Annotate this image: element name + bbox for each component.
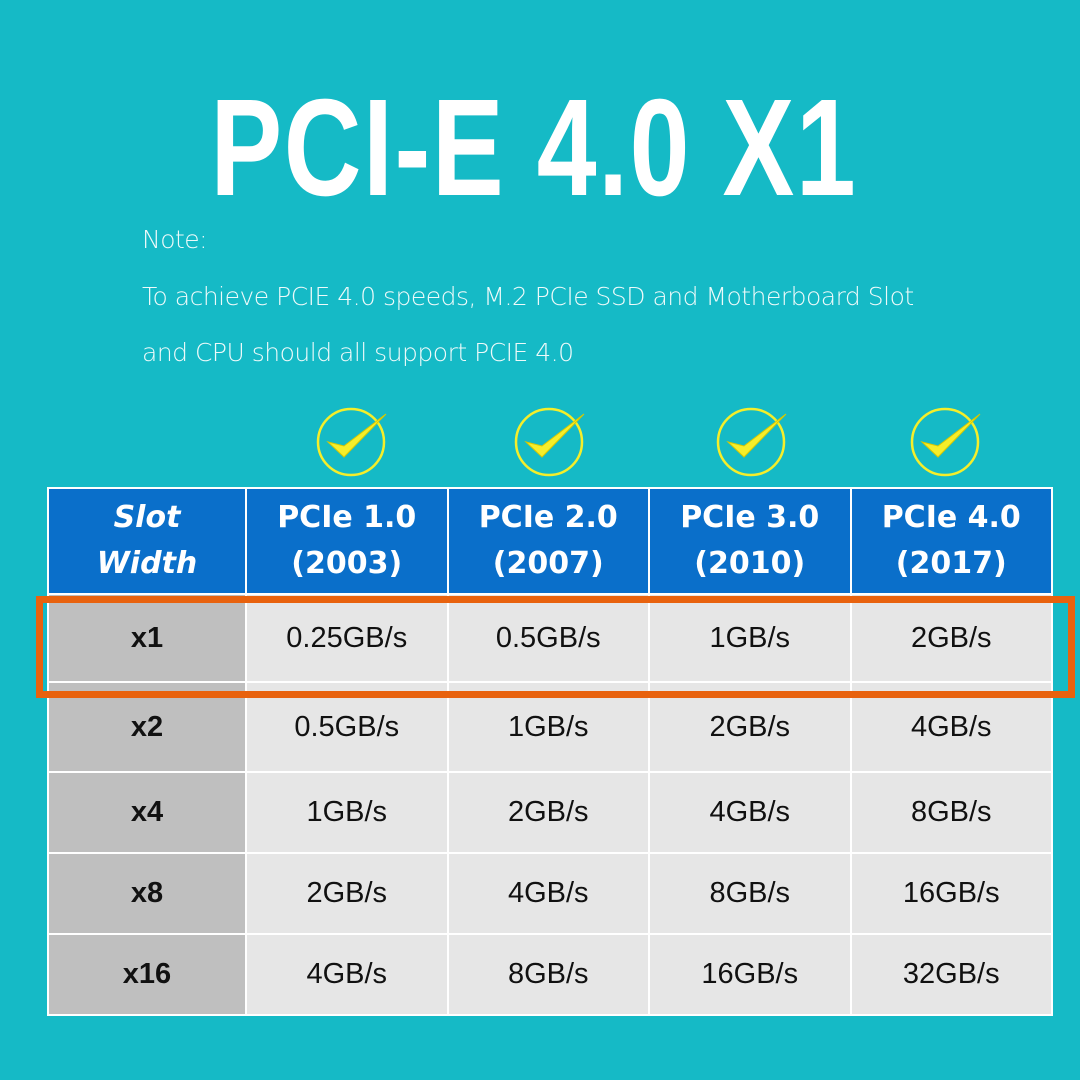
- table-cell: 0.5GB/s: [446, 593, 650, 683]
- note-line-1: To achieve PCIE 4.0 speeds, M.2 PCIe SSD…: [142, 282, 914, 311]
- row-slot: x16: [47, 933, 247, 1016]
- row-slot: x8: [47, 852, 247, 935]
- check-icon: [514, 407, 585, 477]
- table-cell: 8GB/s: [446, 933, 650, 1016]
- table-cell: 0.25GB/s: [245, 593, 449, 683]
- table-cell: 4GB/s: [446, 852, 650, 935]
- table-cell: 2GB/s: [849, 593, 1053, 683]
- note-line-2: and CPU should all support PCIE 4.0: [142, 338, 574, 367]
- table-row: x1 0.25GB/s 0.5GB/s 1GB/s 2GB/s: [47, 593, 1053, 683]
- table-cell: 1GB/s: [648, 593, 852, 683]
- bandwidth-table: Slot Width PCIe 1.0 (2003) PCIe 2.0 (2007) …: [47, 487, 1053, 1016]
- header-pcie-3: PCIe 3.0 (2010): [648, 487, 852, 595]
- check-icon: [910, 407, 981, 477]
- check-icon: [716, 407, 787, 477]
- table-cell: 1GB/s: [245, 771, 449, 854]
- check-icon: [316, 407, 387, 477]
- table-cell: 2GB/s: [446, 771, 650, 854]
- page-title: PCI-E 4.0 X1: [210, 71, 858, 225]
- header-pcie-1: PCIe 1.0 (2003): [245, 487, 449, 595]
- row-slot: x4: [47, 771, 247, 854]
- table-cell: 8GB/s: [648, 852, 852, 935]
- table-row: x8 2GB/s 4GB/s 8GB/s 16GB/s: [47, 852, 1053, 935]
- row-slot: x1: [47, 593, 247, 683]
- table-cell: 4GB/s: [648, 771, 852, 854]
- table-row: x16 4GB/s 8GB/s 16GB/s 32GB/s: [47, 933, 1053, 1016]
- table-row: x4 1GB/s 2GB/s 4GB/s 8GB/s: [47, 771, 1053, 854]
- header-pcie-2: PCIe 2.0 (2007): [446, 487, 650, 595]
- table-cell: 8GB/s: [849, 771, 1053, 854]
- table-header-row: Slot Width PCIe 1.0 (2003) PCIe 2.0 (2007) …: [47, 487, 1053, 595]
- header-pcie-4: PCIe 4.0 (2017): [849, 487, 1053, 595]
- table-cell: 32GB/s: [849, 933, 1053, 1016]
- table-cell: 16GB/s: [849, 852, 1053, 935]
- header-slot-width: Slot Width: [47, 487, 247, 595]
- note-label: Note:: [142, 225, 208, 254]
- table-cell: 2GB/s: [245, 852, 449, 935]
- table-cell: 4GB/s: [245, 933, 449, 1016]
- table-cell: 16GB/s: [648, 933, 852, 1016]
- highlight-box-x1: [36, 596, 1075, 698]
